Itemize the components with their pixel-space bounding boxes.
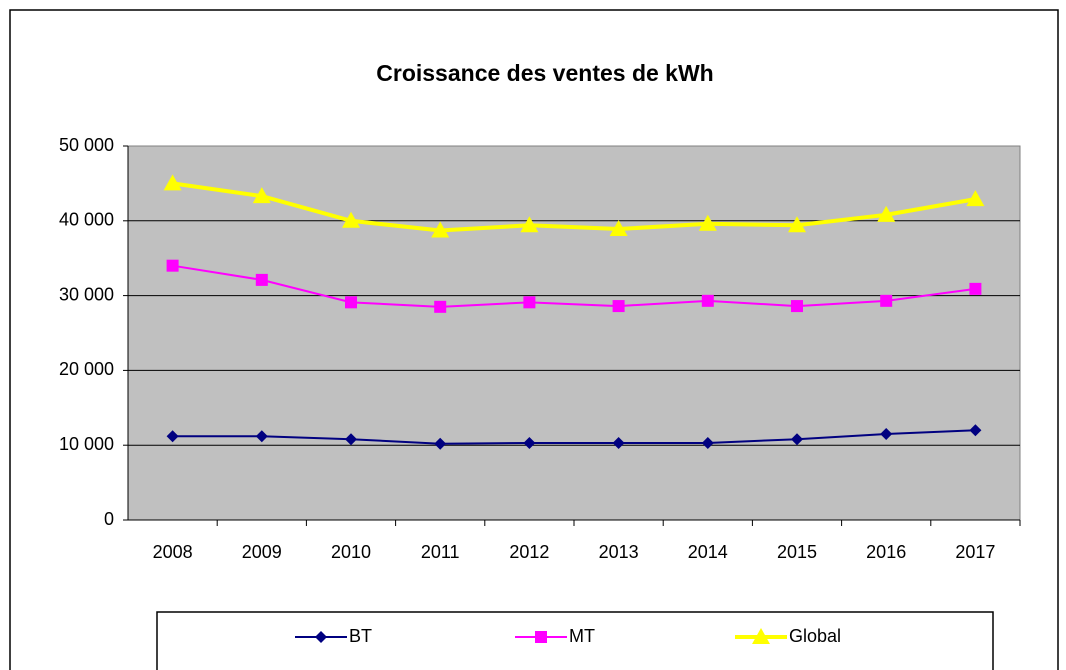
y-tick-label: 50 000 xyxy=(59,135,114,155)
y-tick-label: 30 000 xyxy=(59,284,114,304)
marker xyxy=(966,190,985,207)
y-tick-label: 40 000 xyxy=(59,210,114,230)
x-tick-label: 2012 xyxy=(509,542,549,562)
legend-label: BT xyxy=(349,626,372,646)
marker xyxy=(701,436,714,449)
x-tick-label: 2016 xyxy=(866,542,906,562)
legend-label: MT xyxy=(569,626,595,646)
x-tick-label: 2017 xyxy=(955,542,995,562)
marker xyxy=(880,294,893,307)
marker xyxy=(345,433,357,446)
marker xyxy=(166,259,179,272)
marker xyxy=(523,296,536,309)
marker xyxy=(698,214,717,231)
marker xyxy=(166,430,179,443)
marker xyxy=(523,436,536,449)
marker xyxy=(612,300,625,313)
marker xyxy=(877,205,896,222)
marker xyxy=(431,221,450,238)
legend-label: Global xyxy=(789,626,841,646)
y-tick-label: 20 000 xyxy=(59,359,114,379)
marker xyxy=(969,282,982,295)
x-tick-label: 2014 xyxy=(688,542,728,562)
marker xyxy=(163,174,182,191)
marker xyxy=(315,631,327,643)
y-tick-label: 0 xyxy=(104,509,114,529)
x-tick-label: 2009 xyxy=(242,542,282,562)
marker xyxy=(255,273,268,286)
series-line xyxy=(172,264,976,308)
marker xyxy=(969,424,982,437)
plot-area xyxy=(127,145,1021,521)
marker xyxy=(434,300,447,313)
marker xyxy=(788,216,806,233)
x-tick-label: 2015 xyxy=(777,542,817,562)
series-line xyxy=(172,181,976,233)
marker xyxy=(609,220,628,237)
x-tick-label: 2008 xyxy=(153,542,193,562)
legend-box xyxy=(156,611,994,670)
series-line xyxy=(172,429,976,445)
marker xyxy=(535,631,547,643)
marker xyxy=(345,296,357,309)
marker xyxy=(791,433,803,446)
x-tick-label: 2010 xyxy=(331,542,371,562)
x-tick-label: 2013 xyxy=(599,542,639,562)
marker xyxy=(255,430,268,443)
marker xyxy=(612,436,625,449)
marker xyxy=(520,216,539,233)
marker xyxy=(342,211,360,228)
chart-title: Croissance des ventes de kWh xyxy=(376,60,713,86)
marker xyxy=(252,187,271,204)
y-tick-label: 10 000 xyxy=(59,434,114,454)
marker xyxy=(880,427,893,440)
marker xyxy=(752,628,770,644)
marker xyxy=(701,294,714,307)
x-tick-label: 2011 xyxy=(421,542,460,562)
marker xyxy=(434,437,447,450)
marker xyxy=(791,300,803,313)
